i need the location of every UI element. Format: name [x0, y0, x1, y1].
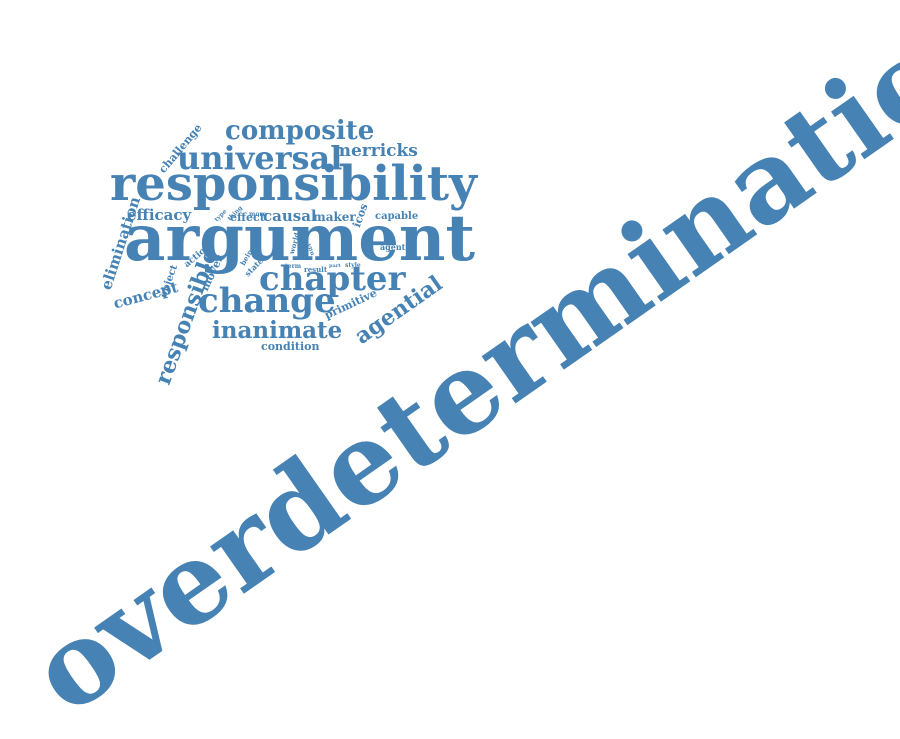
- word-efficacy: efficacy: [127, 206, 192, 224]
- word-responsibility: responsibility: [110, 156, 477, 212]
- word-agent: agent: [380, 242, 406, 252]
- word-change: change: [198, 281, 336, 321]
- word-style: style: [345, 262, 361, 269]
- word-overdetermination: overdetermination: [8, 0, 900, 739]
- word-universal: universal: [177, 139, 343, 177]
- word-cloud: overdetermination argument responsibilit…: [8, 0, 900, 739]
- word-inanimate: inanimate: [212, 317, 343, 344]
- word-more: more: [249, 211, 267, 218]
- word-capable: capable: [375, 211, 419, 222]
- word-condition: condition: [261, 340, 320, 353]
- word-composite: composite: [225, 116, 375, 146]
- word-effect: effect: [230, 211, 265, 224]
- word-part: part: [329, 263, 341, 269]
- word-result: result: [304, 265, 328, 274]
- word-chapter: chapter: [259, 259, 406, 299]
- word-causal: causal: [263, 207, 317, 225]
- word-term: term: [285, 263, 302, 270]
- word-argument: argument: [124, 201, 475, 276]
- word-maker: maker: [313, 210, 356, 224]
- word-merricks: merricks: [333, 141, 418, 161]
